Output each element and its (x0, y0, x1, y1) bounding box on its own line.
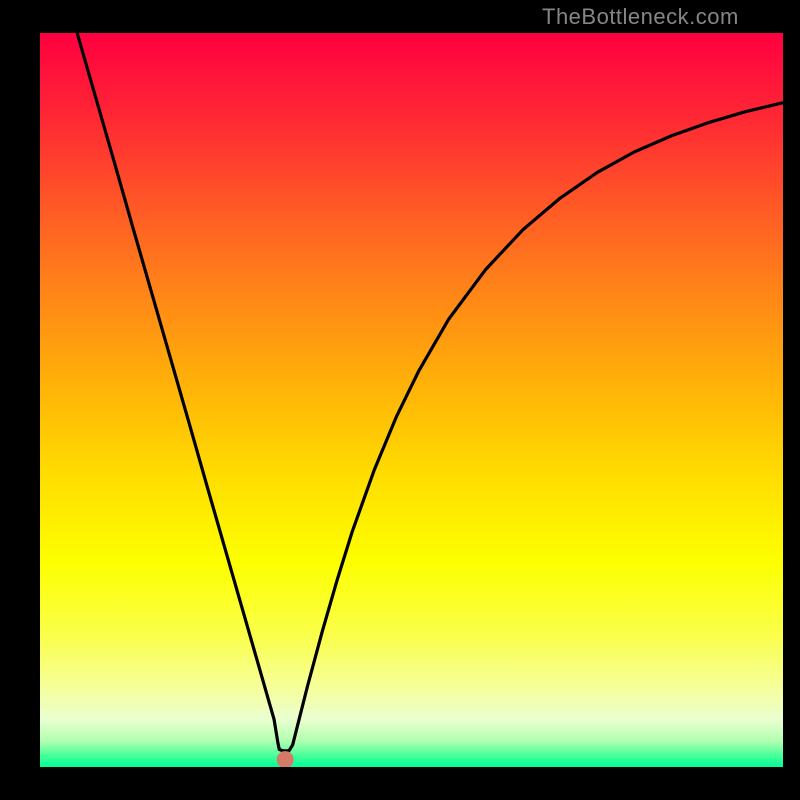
bottleneck-curve-svg (40, 33, 783, 767)
watermark-text: TheBottleneck.com (542, 4, 739, 30)
bottleneck-marker (277, 752, 293, 767)
curve-left-branch (77, 33, 283, 751)
curve-right-branch (283, 103, 783, 751)
plot-area (40, 33, 783, 767)
